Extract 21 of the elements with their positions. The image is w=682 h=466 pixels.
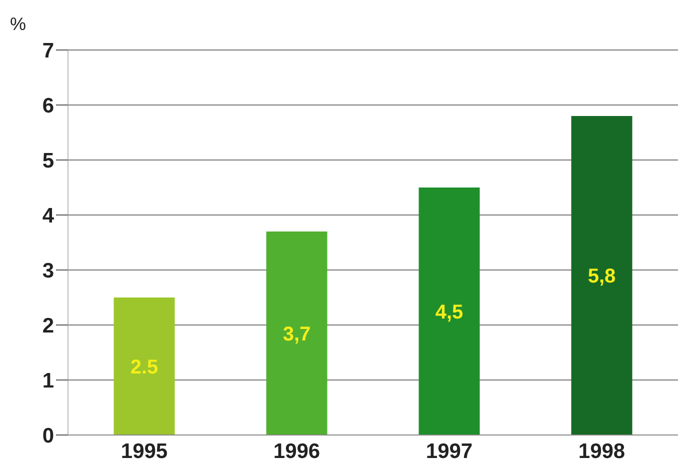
- x-tick-label: 1995: [120, 440, 168, 463]
- y-tick-label: 5: [42, 149, 54, 172]
- y-tick-label: 1: [42, 369, 54, 392]
- y-tick-label: 0: [42, 424, 54, 448]
- data-label: 5,8: [588, 266, 616, 288]
- y-tick-label: 6: [42, 94, 54, 118]
- bar: [114, 298, 175, 435]
- bar: [418, 188, 480, 435]
- bar: [266, 232, 328, 435]
- x-tick-label: 1997: [426, 440, 473, 463]
- data-label: 2.5: [130, 356, 158, 378]
- data-label: 4,5: [435, 301, 464, 324]
- bar: [571, 116, 632, 435]
- y-tick-label: 4: [42, 204, 54, 228]
- data-label: 3,7: [282, 323, 311, 346]
- y-axis-title: %: [10, 14, 26, 35]
- y-tick-label: 3: [42, 259, 54, 282]
- y-tick-label: 7: [42, 39, 54, 62]
- y-tick-label: 2: [42, 314, 54, 338]
- x-tick-label: 1996: [273, 440, 320, 463]
- x-tick-label: 1998: [578, 440, 626, 463]
